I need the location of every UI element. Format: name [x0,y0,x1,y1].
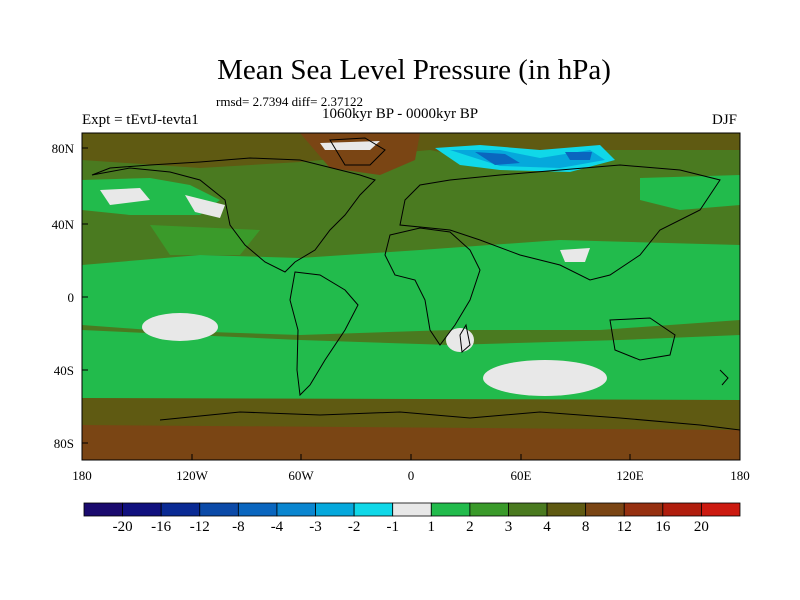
colorbar-label: 16 [655,519,671,535]
field-siberia-band [640,175,740,210]
greenland-coast [329,137,386,166]
pressure-field [82,133,740,460]
y-tick-label: 0 [67,290,75,305]
africa-coast [384,227,481,346]
axis-ticks [81,147,741,460]
madagascar-coast [459,323,471,354]
x-tick-label: 180 [72,468,92,483]
north-america-coast [91,157,376,273]
y-tick-label: 40N [51,217,74,232]
x-tick-label: 180 [730,468,750,483]
colorbar-label: -20 [112,519,133,535]
page-title: Mean Sea Level Pressure (in hPa) [217,54,611,86]
colorbar-label: 20 [693,519,709,535]
experiment-label: Expt = tEvtJ-tevta1 [82,112,199,128]
field-subtropic-patch [150,225,260,255]
field-asia-low [560,248,590,262]
field-arctic-low-4 [565,152,592,160]
period-label: 1060kyr BP - 0000kyr BP [322,106,479,122]
field-antarctic-high [82,425,740,460]
colorbar-label: -2 [347,519,361,535]
field-tropical-belt [82,240,740,335]
colorbar [83,502,741,517]
x-tick-label: 60E [510,468,532,483]
colorbar-swatch [237,502,278,517]
colorbar-label: -4 [270,519,284,535]
colorbar-swatch [585,502,625,517]
colorbar-swatch [469,502,509,517]
colorbar-label: 3 [504,519,513,535]
colorbar-swatch [430,502,471,517]
colorbar-swatch [276,502,316,517]
colorbar-label: -12 [189,519,210,535]
season-label: DJF [712,112,738,128]
colorbar-swatch [508,502,548,517]
x-tick-label: 120E [616,468,644,483]
colorbar-label: 4 [543,519,551,535]
stats-label: rmsd= 2.7394 diff= 2.37122 [216,94,363,109]
y-tick-label: 80N [51,141,74,156]
colorbar-label: -3 [309,519,322,535]
field-south-pacific-low [142,313,218,341]
colorbar-swatch [392,502,432,517]
x-tick-label: 60W [288,468,314,483]
y-tick-label: 80S [53,436,74,451]
colorbar-swatch [83,502,123,517]
field-north-pacific-band [82,178,220,215]
colorbar-label: -1 [386,519,399,535]
colorbar-label: -16 [151,519,172,535]
colorbar-swatch [701,502,741,517]
colorbar-swatch [353,502,394,517]
field-arctic-low-3 [475,152,520,165]
colorbar-label: 1 [427,519,436,535]
south-america-coast [289,271,359,397]
x-tick-label: 0 [407,468,415,483]
x-tick-label: 120W [176,468,208,483]
eurasia-coast [399,164,721,281]
field-madagascar-low [446,328,474,352]
field-indian-ocean-low [483,360,607,396]
new-zealand-coast [719,369,729,386]
colorbar-swatch [623,502,664,517]
colorbar-swatch [160,502,201,517]
antarctica-coast [159,411,740,431]
field-pacific-low-2 [185,195,225,218]
colorbar-swatch [199,502,239,517]
coastlines [91,137,740,431]
colorbar-swatch [662,502,702,517]
field-pacific-low [100,188,150,205]
y-tick-label: 40S [53,363,74,378]
colorbar-swatch [315,502,355,517]
colorbar-label: 8 [581,519,590,535]
colorbar-label: -8 [232,519,245,535]
colorbar-swatch [546,502,587,517]
colorbar-label: 2 [466,519,474,535]
australia-coast [609,317,676,361]
colorbar-swatch [122,502,162,517]
colorbar-label: 12 [616,519,632,535]
